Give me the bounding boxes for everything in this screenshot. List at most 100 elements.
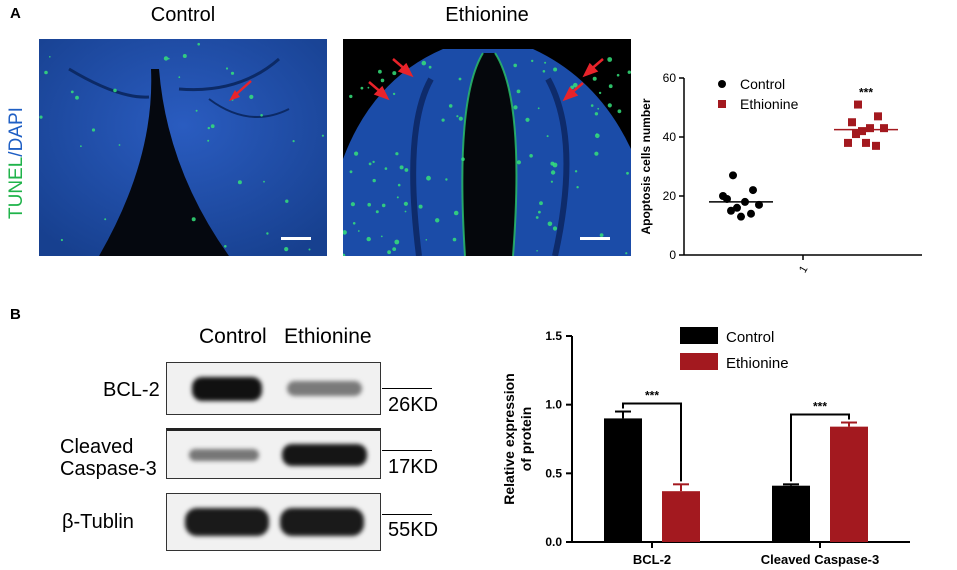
tunel-dot	[396, 196, 399, 199]
legend-marker-control	[718, 80, 726, 88]
tunel-dot	[546, 135, 549, 138]
marker-line-17kd	[382, 450, 432, 451]
y-tick-label: 0	[669, 248, 676, 262]
tunel-dot	[594, 112, 599, 116]
tunel-dot	[535, 216, 539, 219]
tunel-dot	[360, 86, 364, 90]
legend-label-ethionine: Ethionine	[740, 96, 799, 112]
y-tick-label: 0.0	[545, 535, 562, 549]
tunel-dot	[403, 201, 408, 206]
stain-label: TUNEL/DAPI	[6, 107, 28, 219]
tunel-dot	[372, 178, 376, 183]
tunel-dot	[343, 253, 346, 256]
tunel-dot	[163, 56, 169, 61]
tunel-dot	[404, 168, 409, 172]
tunel-dot	[428, 65, 432, 69]
tunel-dot	[531, 59, 534, 63]
tunel-dot	[404, 210, 407, 213]
tunel-dot	[570, 85, 574, 90]
tunel-dot	[397, 183, 401, 187]
scatter-point-ethionine	[872, 141, 880, 150]
band-bcl2-control	[192, 377, 262, 401]
tunel-dot	[372, 160, 375, 164]
tunel-dot	[375, 210, 379, 214]
tunel-dot	[167, 57, 170, 60]
tunel-dot	[574, 170, 578, 173]
scatter-point-ethionine	[848, 118, 856, 127]
legend-label-ethionine: Ethionine	[726, 355, 789, 372]
band-caspase3-ethionine	[282, 444, 367, 466]
tunel-dot	[598, 91, 602, 95]
panel-a-letter: A	[10, 5, 21, 22]
ethionine-title: Ethionine	[445, 4, 529, 26]
tunel-dot	[458, 116, 463, 121]
tunel-dot	[608, 84, 613, 89]
tunel-dot	[354, 151, 359, 156]
tunel-dot	[207, 139, 210, 142]
blot-caspase3	[166, 428, 381, 479]
significance-bracket	[790, 413, 850, 482]
tunel-dot	[368, 162, 372, 166]
lane-label-ethionine: Ethionine	[284, 325, 372, 348]
tunel-dot	[44, 70, 48, 75]
x-tick-label: 1	[797, 264, 810, 275]
tunel-dot	[552, 226, 558, 231]
bar-control-0	[604, 418, 642, 542]
tunel-dot	[378, 69, 382, 74]
tunel-dot	[537, 107, 540, 110]
tunel-dot	[352, 222, 356, 225]
tunel-dot	[452, 237, 457, 242]
legend-marker-ethionine	[718, 100, 726, 108]
tunel-dot	[590, 104, 594, 107]
tunel-dot	[349, 170, 353, 174]
tunel-label: TUNEL	[6, 156, 27, 219]
bar-ethionine-1	[830, 426, 868, 542]
band-tublin-control	[185, 508, 269, 536]
scatter-point-control	[737, 212, 745, 221]
size-label-26kd: 26KD	[388, 394, 439, 416]
tunel-dot	[366, 236, 371, 242]
lane-label-control: Control	[199, 325, 267, 348]
protein-label-beta-tublin: β-Tublin	[62, 511, 134, 533]
tunel-dot	[367, 86, 370, 89]
tunel-dot	[392, 247, 397, 252]
tunel-dot	[308, 248, 311, 251]
tunel-dot	[594, 151, 599, 156]
tunel-dot	[321, 134, 324, 137]
y-axis-label: Relative expressionof protein	[501, 373, 534, 505]
tunel-dot	[357, 230, 360, 232]
tunel-dot	[576, 186, 579, 189]
bar-control-1	[772, 485, 810, 542]
y-tick-label: 20	[663, 189, 677, 203]
tunel-dot	[513, 105, 518, 110]
protein-expression-bar-chart: 0.0 0.5 1.0 1.5 Relative expressionof protei…	[501, 327, 910, 567]
legend-label-control: Control	[726, 329, 774, 346]
scatter-point-ethionine	[852, 130, 860, 139]
band-caspase3-control	[189, 449, 259, 461]
tunel-dot	[380, 235, 383, 238]
legend-swatch-control	[680, 327, 718, 344]
tunel-dot	[60, 238, 63, 242]
tunel-dot	[260, 114, 263, 117]
tunel-dot	[617, 109, 622, 114]
y-tick-label: 60	[663, 71, 677, 85]
legend-swatch-ethionine	[680, 353, 718, 370]
tunel-dot	[525, 117, 530, 122]
tunel-dot	[343, 230, 347, 235]
tunel-dot	[536, 250, 538, 252]
tunel-dot	[191, 217, 196, 222]
y-axis-label: Apoptosis cells number	[639, 98, 653, 234]
tunel-dot	[426, 175, 431, 181]
scatter-point-control	[719, 192, 727, 200]
band-tublin-ethionine	[280, 508, 364, 536]
tunel-dot	[458, 77, 462, 81]
panel-b-letter: B	[10, 306, 21, 323]
scatter-point-ethionine	[874, 112, 882, 121]
significance-marker: ***	[645, 389, 659, 403]
tunel-dot	[70, 90, 74, 94]
tunel-dot	[552, 162, 558, 168]
significance-marker: ***	[813, 400, 827, 414]
scatter-point-ethionine	[854, 100, 862, 109]
tunel-dot	[448, 104, 453, 108]
tunel-dot	[392, 71, 397, 76]
